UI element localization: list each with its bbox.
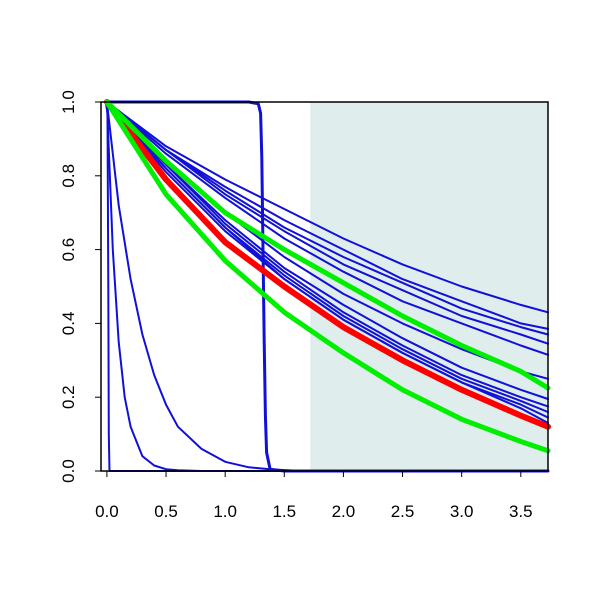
x-tick-label-5: 2.5 (391, 502, 415, 521)
series-line-12 (105, 101, 549, 408)
series-line-8 (105, 101, 549, 345)
x-tick-label-2: 1.0 (213, 502, 237, 521)
series-layer (103, 99, 551, 473)
plot-frame (100, 101, 549, 472)
y-tick-label-5: 1.0 (59, 90, 78, 114)
y-tick-label-2: 0.4 (59, 312, 78, 336)
axes-layer: 0.0 0.5 1.0 1.5 2.0 2.5 3.0 3.5 0.0 0.2 0.4 0.6 0.8 1… (59, 90, 549, 521)
y-tick-label-4: 0.8 (59, 164, 78, 188)
x-tick-label-3: 1.5 (272, 502, 296, 521)
series-line-5 (105, 101, 549, 314)
x-tick-label-7: 3.5 (509, 502, 533, 521)
x-tick-label-4: 2.0 (332, 502, 356, 521)
x-tick-label-0: 0.0 (95, 502, 119, 521)
x-tick-label-1: 0.5 (154, 502, 178, 521)
series-line-16 (103, 99, 551, 430)
x-tick-label-6: 3.0 (450, 502, 474, 521)
y-tick-label-0: 0.0 (59, 459, 78, 483)
series-line-17 (104, 99, 551, 391)
series-line-15 (105, 101, 549, 424)
series-line-18 (104, 99, 551, 454)
y-tick-label-3: 0.6 (59, 238, 78, 262)
series-line-6 (105, 101, 549, 330)
series-line-9 (105, 101, 549, 356)
y-tick-label-1: 0.2 (59, 385, 78, 409)
